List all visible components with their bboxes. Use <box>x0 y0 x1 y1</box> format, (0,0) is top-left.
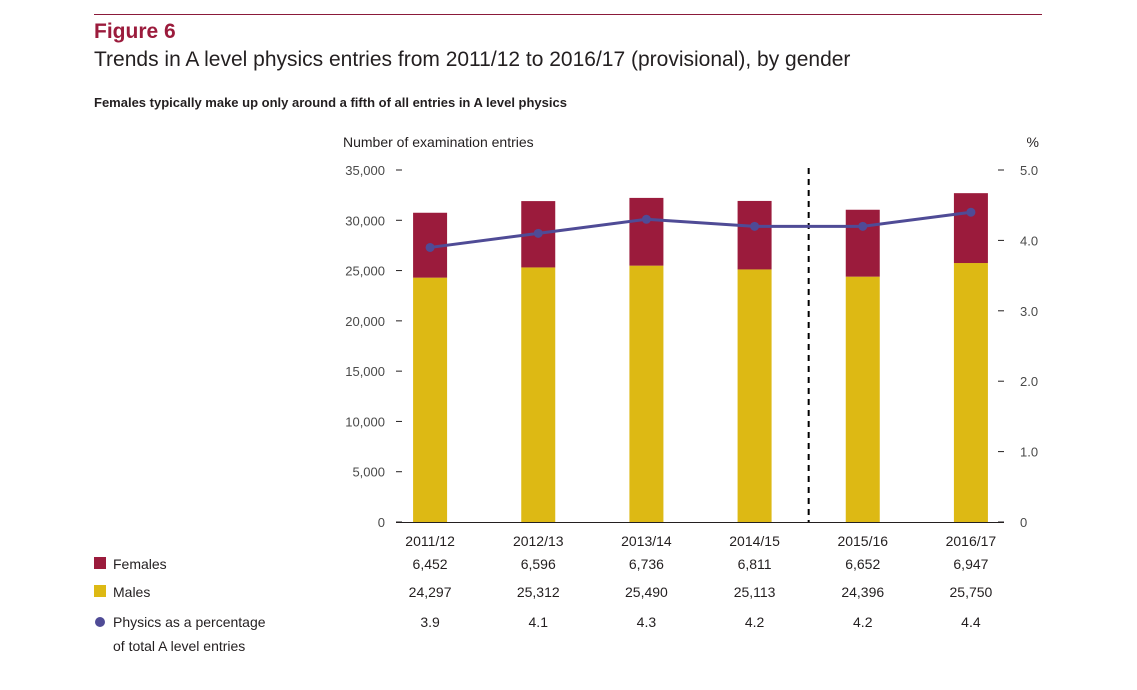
category-label: 2016/17 <box>946 533 997 549</box>
category-label: 2015/16 <box>837 533 888 549</box>
right-tick-label: 0 <box>1020 515 1027 530</box>
value-label-males: 24,297 <box>409 584 452 600</box>
value-label-females: 6,811 <box>738 556 772 572</box>
legend-swatch-females <box>94 557 106 569</box>
category-label: 2014/15 <box>729 533 780 549</box>
bar-males <box>845 276 880 522</box>
right-tick-label: 1.0 <box>1020 445 1038 460</box>
value-label-females: 6,947 <box>953 556 988 572</box>
value-label-males: 25,750 <box>950 584 993 600</box>
left-tick-label: 10,000 <box>345 414 385 429</box>
percentage-point <box>425 242 435 252</box>
bar-females <box>629 197 664 266</box>
left-tick-label: 20,000 <box>345 314 385 329</box>
value-label-males: 24,396 <box>841 584 884 600</box>
left-axis-title: Number of examination entries <box>343 134 534 150</box>
category-labels: 2011/12 2012/13 2013/14 2014/15 2015/16 2016/… <box>405 533 996 549</box>
bar-females <box>845 209 880 277</box>
right-axis-title: % <box>1027 134 1039 150</box>
bar-males <box>629 265 664 522</box>
value-label-percentage: 4.2 <box>745 614 765 630</box>
legend-label-percentage-line2: of total A level entries <box>113 638 245 654</box>
figure-title: Trends in A level physics entries from 2… <box>94 48 851 71</box>
bar-males <box>413 277 448 522</box>
value-label-males: 25,113 <box>734 584 776 600</box>
percentage-point <box>641 214 651 224</box>
value-label-males: 25,490 <box>625 584 668 600</box>
legend-table: Females 6,452 6,596 6,736 6,811 6,652 6,947 Mal… <box>94 556 993 654</box>
percentage-point <box>858 221 868 231</box>
value-label-females: 6,452 <box>413 556 448 572</box>
right-tick-label: 4.0 <box>1020 233 1038 248</box>
left-tick-label: 0 <box>378 515 385 530</box>
legend-swatch-percentage <box>95 617 105 627</box>
legend-label-percentage: Physics as a percentage <box>113 614 266 630</box>
value-label-percentage: 3.9 <box>420 614 440 630</box>
right-axis: 0 1.0 2.0 3.0 4.0 5.0 <box>998 163 1038 530</box>
value-label-percentage: 4.4 <box>961 614 981 630</box>
value-label-percentage: 4.3 <box>637 614 657 630</box>
left-axis: 0 5,000 10,000 15,000 20,000 25,000 30,000 35,0… <box>345 163 402 530</box>
left-tick-label: 30,000 <box>345 213 385 228</box>
top-rule <box>94 14 1042 15</box>
value-label-females: 6,736 <box>629 556 664 572</box>
category-label: 2012/13 <box>513 533 564 549</box>
bar-males <box>521 267 556 522</box>
left-tick-label: 15,000 <box>345 364 385 379</box>
percentage-point <box>966 207 976 217</box>
value-label-males: 25,312 <box>517 584 560 600</box>
percentage-point <box>750 221 760 231</box>
percentage-line <box>425 207 976 252</box>
value-label-percentage: 4.2 <box>853 614 873 630</box>
category-label: 2011/12 <box>405 533 455 549</box>
percentage-line-path <box>429 210 972 249</box>
value-label-females: 6,652 <box>845 556 880 572</box>
right-tick-label: 5.0 <box>1020 163 1038 178</box>
bars <box>396 193 1004 523</box>
legend-label-males: Males <box>113 584 150 600</box>
value-label-percentage: 4.1 <box>529 614 549 630</box>
legend-swatch-males <box>94 585 106 597</box>
left-tick-label: 5,000 <box>352 465 385 480</box>
bar-males <box>953 263 988 522</box>
left-tick-label: 35,000 <box>345 163 385 178</box>
bar-females <box>737 200 772 270</box>
left-tick-label: 25,000 <box>345 264 385 279</box>
value-label-females: 6,596 <box>521 556 556 572</box>
right-tick-label: 3.0 <box>1020 304 1038 319</box>
figure-subtitle: Females typically make up only around a … <box>94 95 567 110</box>
legend-label-females: Females <box>113 556 167 572</box>
category-label: 2013/14 <box>621 533 672 549</box>
percentage-point <box>533 228 543 238</box>
figure-label: Figure 6 <box>94 20 176 43</box>
right-tick-label: 2.0 <box>1020 374 1038 389</box>
bar-males <box>737 269 772 522</box>
bar-females <box>953 193 988 264</box>
